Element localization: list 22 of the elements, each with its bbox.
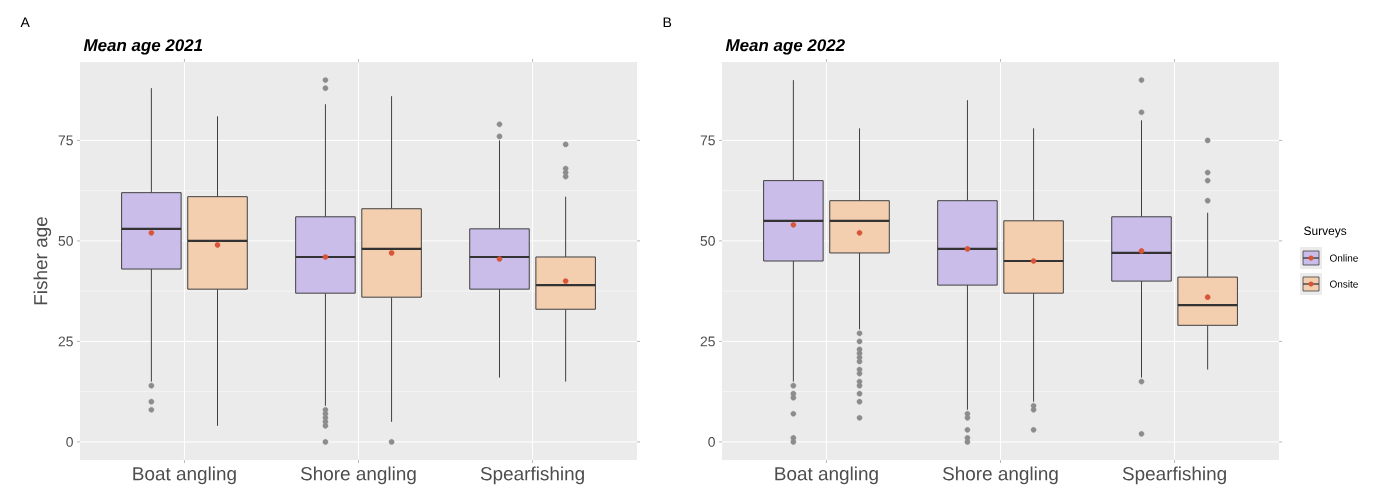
x-tick-label: Spearfishing	[480, 466, 584, 485]
chart-title: Mean age 2021	[83, 39, 203, 55]
y-tick-label: 0	[66, 436, 73, 447]
legend-title: Surveys	[1304, 226, 1347, 238]
x-tick-label: Shore angling	[942, 466, 1058, 485]
y-tick-label: 50	[700, 235, 715, 246]
text: B	[663, 17, 672, 28]
y-axis-title: Fisher age	[33, 217, 52, 305]
y-tick-label: 50	[58, 235, 73, 246]
y-tick-label: 25	[700, 336, 715, 347]
y-tick-label: 0	[708, 436, 715, 447]
y-tick-label: 25	[58, 336, 73, 347]
x-tick-label: Boat angling	[133, 466, 236, 485]
x-tick-label: Spearfishing	[1122, 466, 1226, 485]
legend-label: Onsite	[1330, 280, 1358, 288]
legend-label: Online	[1330, 254, 1358, 262]
text: A	[20, 17, 30, 28]
chart-title: Mean age 2022	[725, 39, 845, 55]
x-tick-label: Boat angling	[775, 466, 878, 485]
y-tick-label: 75	[58, 135, 73, 146]
y-tick-label: 75	[700, 135, 715, 146]
x-tick-label: Shore angling	[300, 466, 416, 485]
